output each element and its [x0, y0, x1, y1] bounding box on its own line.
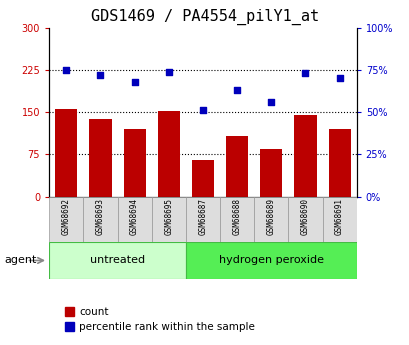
Bar — [117, 197, 151, 241]
Bar — [328, 129, 350, 197]
Bar — [191, 160, 213, 197]
Bar — [225, 136, 247, 197]
Text: GSM68695: GSM68695 — [164, 198, 173, 235]
Text: GDS1469 / PA4554_pilY1_at: GDS1469 / PA4554_pilY1_at — [91, 9, 318, 25]
Point — [301, 70, 308, 76]
Point — [97, 72, 103, 78]
Legend: count, percentile rank within the sample: count, percentile rank within the sample — [61, 303, 259, 336]
Bar — [322, 197, 356, 241]
Bar — [185, 241, 356, 279]
Text: GSM68687: GSM68687 — [198, 198, 207, 235]
Text: GSM68693: GSM68693 — [96, 198, 105, 235]
Point — [199, 108, 206, 113]
Bar — [151, 197, 185, 241]
Bar — [254, 197, 288, 241]
Text: GSM68689: GSM68689 — [266, 198, 275, 235]
Text: hydrogen peroxide: hydrogen peroxide — [218, 256, 323, 265]
Bar — [49, 241, 185, 279]
Text: GSM68690: GSM68690 — [300, 198, 309, 235]
Text: GSM68694: GSM68694 — [130, 198, 139, 235]
Bar — [157, 111, 180, 197]
Text: GSM68688: GSM68688 — [232, 198, 241, 235]
Point — [335, 76, 342, 81]
Point — [165, 69, 172, 74]
Point — [233, 87, 240, 93]
Bar — [89, 119, 111, 197]
Text: GSM68692: GSM68692 — [62, 198, 71, 235]
Bar — [288, 197, 322, 241]
Text: GSM68691: GSM68691 — [334, 198, 343, 235]
Bar — [220, 197, 254, 241]
Point — [267, 99, 274, 105]
Point — [63, 67, 70, 72]
Text: untreated: untreated — [90, 256, 145, 265]
Bar — [49, 197, 83, 241]
Bar — [294, 115, 316, 197]
Bar — [185, 197, 220, 241]
Text: agent: agent — [4, 256, 36, 265]
Bar — [123, 129, 145, 197]
Point — [131, 79, 137, 85]
Bar — [260, 149, 282, 197]
Bar — [55, 109, 77, 197]
Bar — [83, 197, 117, 241]
